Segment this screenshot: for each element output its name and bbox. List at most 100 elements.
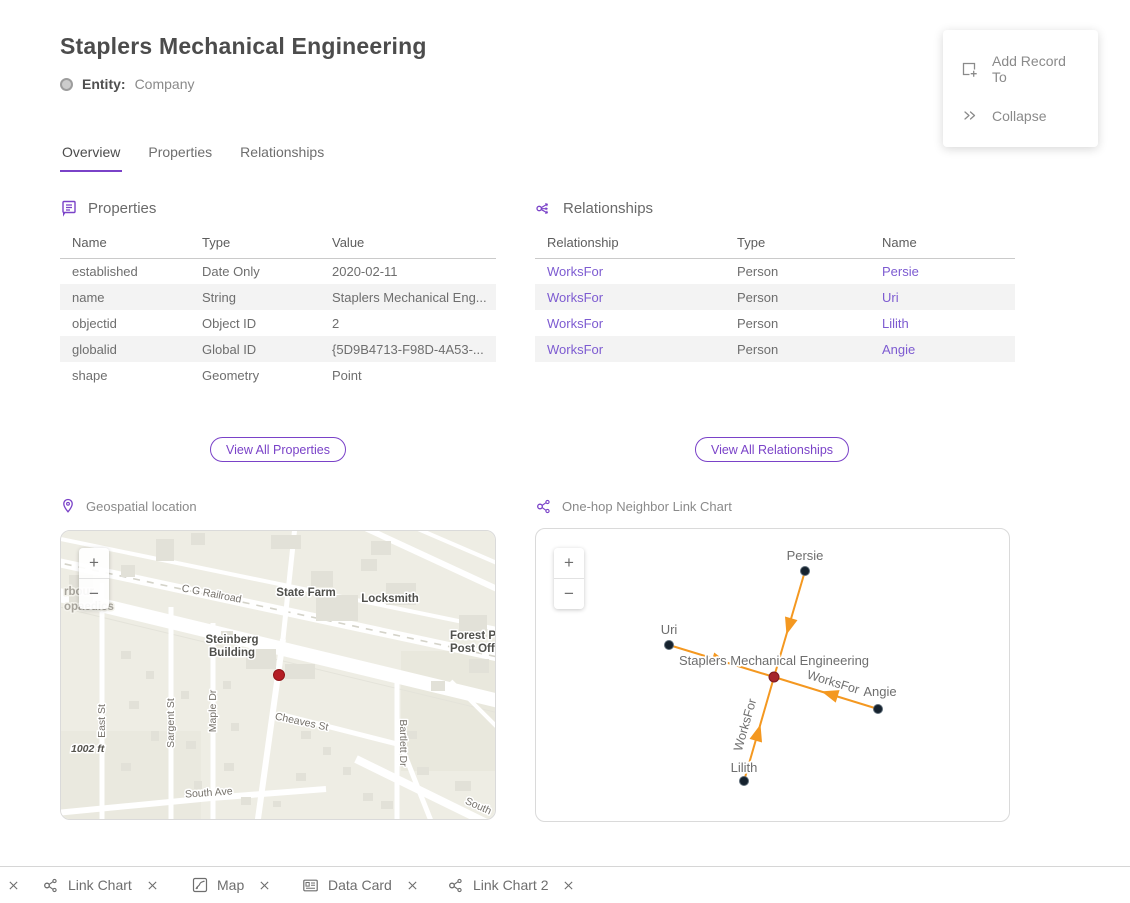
map-label: Steinberg	[205, 634, 258, 646]
table-row: name String Staplers Mechanical Eng...	[60, 284, 496, 310]
map-icon	[192, 877, 208, 893]
bottom-tab-map[interactable]: Map	[192, 867, 270, 903]
table-row: WorksFor Person Lilith	[535, 310, 1015, 336]
close-icon[interactable]	[407, 880, 418, 891]
menu-item-label: Add Record To	[992, 53, 1080, 85]
section-title: Relationships	[563, 200, 653, 217]
properties-table: Name Type Value established Date Only 20…	[60, 228, 496, 388]
col-header-type: Type	[190, 228, 320, 258]
table-header-row: Relationship Type Name	[535, 228, 1015, 258]
cell-name: established	[60, 258, 190, 284]
tab-label: Map	[217, 877, 244, 893]
col-header-relationship: Relationship	[535, 228, 725, 258]
entity-type-value: Company	[135, 76, 195, 92]
map-feature-marker[interactable]	[274, 670, 285, 681]
view-all-properties-button[interactable]: View All Properties	[210, 437, 346, 462]
table-row: objectid Object ID 2	[60, 310, 496, 336]
link-chart-canvas[interactable]: WorksFor WorksFor Staplers Mechanical En…	[536, 529, 1010, 822]
table-row: WorksFor Person Uri	[535, 284, 1015, 310]
bottom-tab-bar: Link Chart Map Data Card	[0, 866, 1130, 903]
col-header-value: Value	[320, 228, 496, 258]
col-header-name: Name	[60, 228, 190, 258]
link-chart-zoom-control: + −	[554, 548, 584, 609]
page-title: Staplers Mechanical Engineering	[60, 33, 427, 60]
map-panel: rbour opaedics C G Railroad State Farm L…	[60, 530, 496, 820]
cell-type: Person	[725, 310, 870, 336]
collapse-icon	[961, 107, 978, 124]
entity-link[interactable]: Uri	[870, 284, 1015, 310]
zoom-in-button[interactable]: +	[79, 548, 109, 578]
menu-item-add-record[interactable]: Add Record To	[943, 42, 1098, 96]
map-label: Building	[209, 647, 255, 659]
section-title: One-hop Neighbor Link Chart	[562, 499, 732, 514]
map-label: Bartlett Dr	[397, 719, 409, 767]
tab-overview[interactable]: Overview	[62, 144, 120, 172]
node-persie[interactable]	[801, 567, 810, 576]
menu-item-label: Collapse	[992, 108, 1046, 124]
node-uri[interactable]	[665, 641, 674, 650]
context-menu: Add Record To Collapse	[943, 30, 1098, 147]
entity-label: Entity:	[82, 76, 126, 92]
cell-type: String	[190, 284, 320, 310]
tab-close-partial[interactable]	[2, 867, 19, 903]
link-chart-icon	[42, 877, 59, 894]
tab-row: Overview Properties Relationships	[62, 144, 324, 172]
center-node-label: Staplers Mechanical Engineering	[679, 653, 869, 668]
cell-type: Date Only	[190, 258, 320, 284]
map-label: East St	[96, 704, 108, 738]
geospatial-section-header: Geospatial location	[60, 498, 197, 514]
relationship-link[interactable]: WorksFor	[535, 284, 725, 310]
add-record-icon	[961, 61, 978, 78]
view-all-relationships-button[interactable]: View All Relationships	[695, 437, 849, 462]
cell-name: shape	[60, 362, 190, 388]
cell-type: Global ID	[190, 336, 320, 362]
close-icon[interactable]	[8, 880, 19, 891]
cell-name: objectid	[60, 310, 190, 336]
menu-item-collapse[interactable]: Collapse	[943, 96, 1098, 135]
map-scale-label: 1002 ft	[71, 743, 105, 755]
entity-link[interactable]: Angie	[870, 336, 1015, 362]
properties-section-header: Properties	[60, 199, 156, 217]
entity-type-dot	[60, 78, 73, 91]
zoom-out-button[interactable]: −	[79, 579, 109, 609]
tab-label: Data Card	[328, 877, 392, 893]
cell-type: Person	[725, 336, 870, 362]
link-chart-panel: WorksFor WorksFor Staplers Mechanical En…	[535, 528, 1010, 822]
bottom-tab-link-chart-2[interactable]: Link Chart 2	[447, 867, 574, 903]
node-center-entity[interactable]	[769, 672, 779, 682]
bottom-tab-link-chart[interactable]: Link Chart	[42, 867, 158, 903]
relationship-link[interactable]: WorksFor	[535, 310, 725, 336]
relationship-link[interactable]: WorksFor	[535, 258, 725, 284]
bottom-tab-data-card[interactable]: Data Card	[302, 867, 418, 903]
tab-label: Link Chart	[68, 877, 132, 893]
node-label: Persie	[787, 548, 824, 563]
relationship-link[interactable]: WorksFor	[535, 336, 725, 362]
cell-type: Person	[725, 284, 870, 310]
section-title: Geospatial location	[86, 499, 197, 514]
tab-relationships[interactable]: Relationships	[240, 144, 324, 172]
entity-link[interactable]: Lilith	[870, 310, 1015, 336]
node-angie[interactable]	[874, 705, 883, 714]
table-header-row: Name Type Value	[60, 228, 496, 258]
cell-type: Geometry	[190, 362, 320, 388]
link-chart-section-header: One-hop Neighbor Link Chart	[535, 498, 732, 515]
cell-value: 2020-02-11	[320, 258, 496, 284]
table-row: globalid Global ID {5D9B4713-F98D-4A53-.…	[60, 336, 496, 362]
col-header-type: Type	[725, 228, 870, 258]
zoom-out-button[interactable]: −	[554, 579, 584, 609]
close-icon[interactable]	[563, 880, 574, 891]
cell-type: Object ID	[190, 310, 320, 336]
close-icon[interactable]	[147, 880, 158, 891]
section-title: Properties	[88, 200, 156, 217]
map-canvas[interactable]: rbour opaedics C G Railroad State Farm L…	[61, 531, 496, 820]
table-row: shape Geometry Point	[60, 362, 496, 388]
cell-value: 2	[320, 310, 496, 336]
close-icon[interactable]	[259, 880, 270, 891]
entity-link[interactable]: Persie	[870, 258, 1015, 284]
zoom-in-button[interactable]: +	[554, 548, 584, 578]
cell-name: name	[60, 284, 190, 310]
node-lilith[interactable]	[740, 777, 749, 786]
map-label: Sargent St	[165, 698, 177, 748]
node-label: Angie	[863, 684, 896, 699]
tab-properties[interactable]: Properties	[148, 144, 212, 172]
